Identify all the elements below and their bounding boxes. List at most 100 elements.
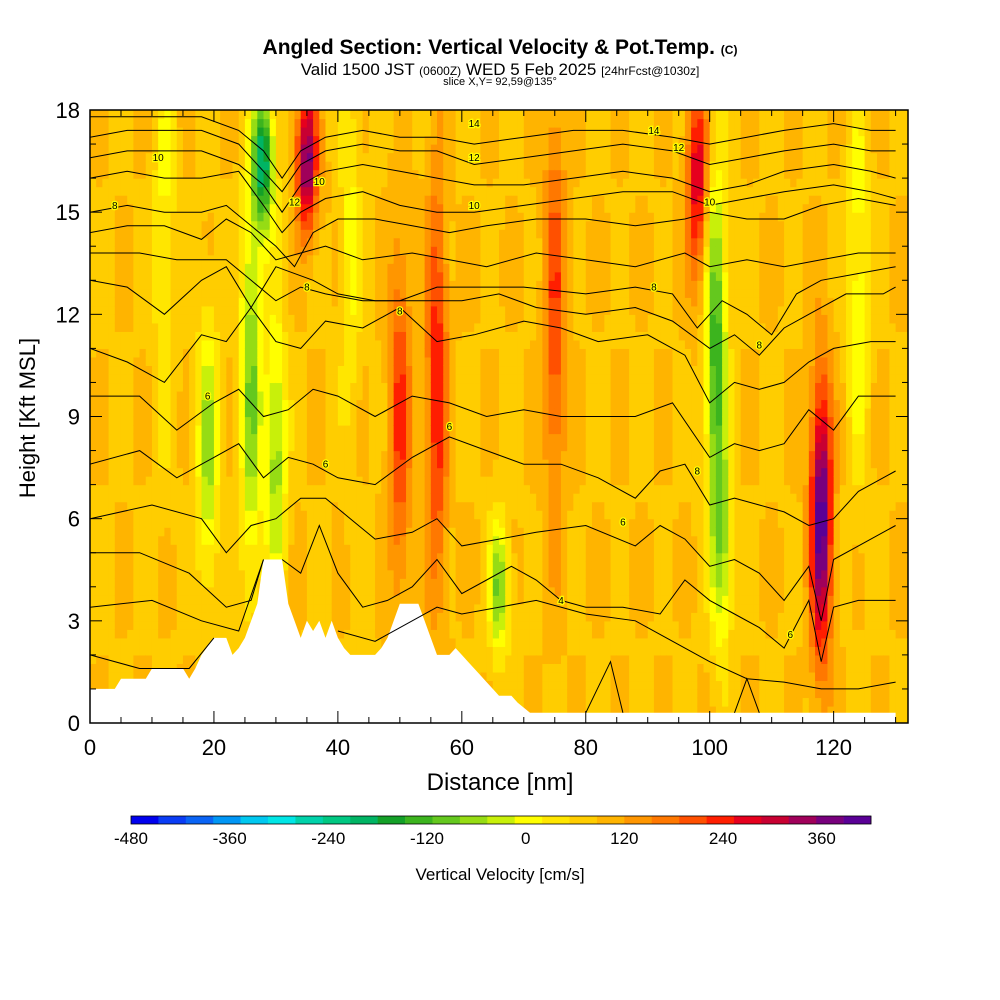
velocity-cell bbox=[139, 382, 147, 392]
velocity-cell bbox=[164, 595, 172, 605]
velocity-cell bbox=[381, 407, 389, 418]
velocity-cell bbox=[480, 671, 488, 682]
velocity-cell bbox=[486, 663, 494, 673]
velocity-cell bbox=[170, 416, 178, 426]
velocity-cell bbox=[300, 373, 308, 384]
velocity-cell bbox=[232, 433, 240, 443]
velocity-cell bbox=[158, 569, 165, 579]
velocity-cell bbox=[145, 314, 153, 324]
velocity-cell bbox=[412, 220, 420, 230]
velocity-cell bbox=[399, 399, 407, 409]
velocity-cell bbox=[511, 518, 519, 528]
velocity-cell bbox=[418, 450, 426, 460]
velocity-cell bbox=[331, 399, 339, 409]
velocity-cell bbox=[319, 169, 327, 179]
velocity-cell bbox=[269, 135, 277, 145]
velocity-cell bbox=[486, 484, 494, 494]
velocity-cell bbox=[375, 373, 382, 384]
velocity-cell bbox=[337, 297, 345, 307]
velocity-cell bbox=[393, 229, 401, 239]
velocity-cell bbox=[337, 322, 345, 332]
velocity-cell bbox=[356, 339, 364, 349]
velocity-cell bbox=[102, 484, 110, 494]
velocity-cell bbox=[145, 135, 153, 145]
velocity-cell bbox=[251, 569, 258, 579]
velocity-cell bbox=[511, 433, 519, 443]
velocity-cell bbox=[449, 620, 457, 630]
velocity-cell bbox=[387, 339, 395, 349]
velocity-cell bbox=[393, 288, 401, 298]
velocity-cell bbox=[251, 467, 258, 477]
velocity-cell bbox=[170, 348, 178, 358]
velocity-cell bbox=[418, 110, 426, 120]
velocity-cell bbox=[145, 552, 153, 562]
velocity-cell bbox=[275, 297, 283, 307]
velocity-cell bbox=[381, 365, 389, 375]
velocity-cell bbox=[275, 390, 283, 401]
velocity-cell bbox=[480, 425, 488, 435]
velocity-cell bbox=[294, 527, 302, 537]
velocity-cell bbox=[114, 280, 122, 290]
velocity-cell bbox=[393, 578, 401, 588]
velocity-cell bbox=[399, 493, 407, 503]
velocity-cell bbox=[430, 178, 438, 188]
velocity-cell bbox=[362, 467, 370, 477]
velocity-cell bbox=[139, 220, 147, 230]
velocity-cell bbox=[455, 229, 463, 239]
velocity-cell bbox=[213, 390, 221, 401]
velocity-cell bbox=[368, 569, 376, 579]
velocity-cell bbox=[164, 442, 172, 452]
velocity-cell bbox=[455, 620, 463, 630]
velocity-cell bbox=[257, 382, 265, 392]
velocity-cell bbox=[375, 620, 382, 630]
velocity-cell bbox=[182, 476, 190, 486]
velocity-cell bbox=[269, 476, 277, 486]
velocity-cell bbox=[443, 459, 451, 469]
velocity-cell bbox=[468, 595, 475, 605]
velocity-cell bbox=[201, 425, 209, 435]
velocity-cell bbox=[244, 288, 252, 298]
velocity-cell bbox=[195, 195, 203, 205]
velocity-cell bbox=[102, 493, 110, 503]
velocity-cell bbox=[108, 135, 116, 145]
velocity-cell bbox=[90, 476, 97, 486]
velocity-cell bbox=[164, 212, 172, 222]
velocity-cell bbox=[505, 339, 512, 349]
velocity-cell bbox=[461, 518, 469, 528]
velocity-cell bbox=[176, 297, 184, 307]
velocity-cell bbox=[350, 578, 358, 588]
velocity-cell bbox=[257, 305, 265, 315]
velocity-cell bbox=[127, 535, 134, 545]
velocity-cell bbox=[300, 195, 308, 205]
velocity-cell bbox=[195, 144, 203, 154]
velocity-cell bbox=[275, 195, 283, 205]
velocity-cell bbox=[449, 254, 457, 264]
velocity-cell bbox=[189, 603, 196, 613]
velocity-cell bbox=[251, 254, 258, 264]
velocity-cell bbox=[164, 186, 172, 196]
velocity-cell bbox=[96, 518, 103, 528]
velocity-cell bbox=[213, 331, 221, 341]
velocity-cell bbox=[300, 382, 308, 392]
velocity-cell bbox=[300, 578, 308, 588]
velocity-cell bbox=[96, 271, 103, 281]
velocity-cell bbox=[387, 501, 395, 511]
velocity-cell bbox=[139, 595, 147, 605]
velocity-cell bbox=[486, 161, 494, 171]
velocity-cell bbox=[424, 271, 432, 281]
velocity-cell bbox=[176, 110, 184, 120]
velocity-cell bbox=[381, 527, 389, 537]
velocity-cell bbox=[170, 442, 178, 452]
velocity-cell bbox=[195, 110, 203, 120]
velocity-cell bbox=[120, 127, 128, 137]
velocity-cell bbox=[306, 229, 314, 239]
velocity-cell bbox=[350, 331, 358, 341]
velocity-cell bbox=[238, 382, 246, 392]
velocity-cell bbox=[511, 322, 519, 332]
velocity-cell bbox=[437, 314, 444, 324]
velocity-cell bbox=[356, 178, 364, 188]
velocity-cell bbox=[399, 595, 407, 605]
velocity-cell bbox=[337, 229, 345, 239]
velocity-cell bbox=[344, 433, 351, 443]
velocity-cell bbox=[461, 416, 469, 426]
